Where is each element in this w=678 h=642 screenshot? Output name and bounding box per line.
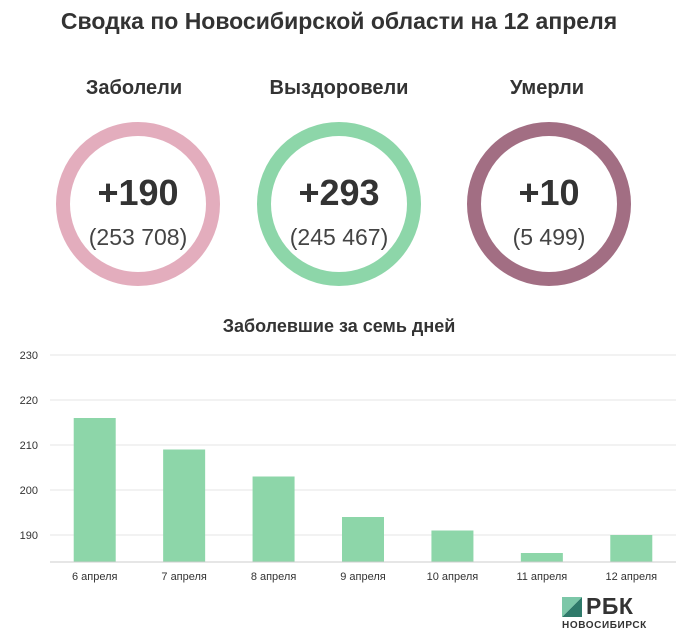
x-tick-label: 12 апреля — [605, 571, 657, 583]
stat-label-died: Умерли — [509, 77, 585, 99]
chart-title: Заболевшие за семь дней — [222, 316, 456, 336]
x-tick-label: 10 апреля — [427, 571, 479, 583]
infected-total: (253 708) — [88, 224, 188, 250]
bar — [342, 517, 384, 562]
y-tick-label: 230 — [20, 350, 38, 362]
recovered-delta: +293 — [298, 172, 380, 213]
recovered-total: (245 467) — [289, 224, 389, 250]
x-tick-label: 8 апреля — [251, 571, 297, 583]
stat-label-infected: Заболели — [85, 77, 183, 99]
bar — [73, 418, 116, 562]
y-tick-label: 210 — [20, 440, 38, 452]
died-total: (5 499) — [512, 224, 586, 250]
x-tick-label: 11 апреля — [516, 571, 567, 583]
x-tick-label: 6 апреля — [72, 571, 118, 583]
stat-label-recovered: Выздоровели — [269, 77, 409, 99]
x-tick-label: 9 апреля — [340, 571, 386, 583]
rbc-logo: РБК НОВОСИБИРСК — [562, 593, 672, 636]
bar — [252, 476, 295, 562]
infected-ring: +190 (253 708) — [56, 122, 220, 286]
page-title: Сводка по Новосибирской области на 12 ап… — [60, 8, 618, 34]
y-tick-label: 190 — [20, 530, 38, 542]
died-ring: +10 (5 499) — [467, 122, 631, 286]
bar — [520, 553, 563, 562]
x-tick-label: 7 апреля — [161, 571, 207, 583]
bar — [610, 535, 653, 562]
bar-chart: 190 200 210 220 230 6 апреля 7 апреля 8 апреля 9… — [20, 350, 676, 583]
rbc-logo-city: НОВОСИБИРСК — [562, 620, 647, 631]
bar — [431, 530, 474, 562]
rbc-logo-mark-icon — [562, 597, 582, 617]
died-delta: +10 — [518, 172, 580, 213]
y-tick-label: 220 — [20, 395, 38, 407]
recovered-ring: +293 (245 467) — [257, 122, 421, 286]
rbc-logo-word: РБК — [586, 593, 634, 619]
infected-delta: +190 — [97, 172, 179, 213]
bar — [163, 449, 206, 562]
y-tick-label: 200 — [20, 485, 38, 497]
